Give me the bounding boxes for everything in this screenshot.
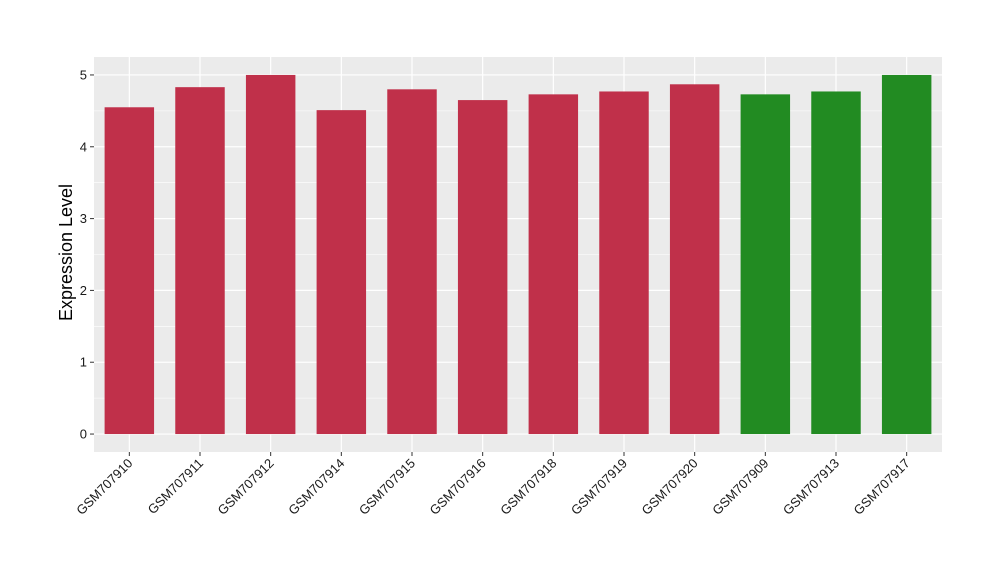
bar-GSM707914 <box>316 110 367 435</box>
y-tick-label: 1 <box>80 355 87 370</box>
y-axis: 0 1 2 3 4 5 <box>80 67 94 442</box>
y-axis-title: Expression Level <box>56 184 76 321</box>
bar-GSM707918 <box>528 94 579 435</box>
y-tick-label: 2 <box>80 283 87 298</box>
bars <box>104 74 932 435</box>
bar-GSM707913 <box>811 91 861 435</box>
x-tick-label: GSM707909 <box>709 456 771 518</box>
y-tick-label: 3 <box>80 211 87 226</box>
y-tick-label: 0 <box>80 427 87 442</box>
bar-GSM707920 <box>669 84 720 435</box>
x-tick-label: GSM707916 <box>427 456 489 518</box>
y-tick-label: 4 <box>80 139 87 154</box>
bar-GSM707917 <box>881 74 932 435</box>
x-tick-label: GSM707913 <box>780 456 842 518</box>
x-tick-label: GSM707918 <box>497 456 559 518</box>
x-tick-label: GSM707912 <box>215 456 277 518</box>
y-tick-label: 5 <box>80 67 87 82</box>
bar-GSM707910 <box>104 107 155 435</box>
x-tick-label: GSM707915 <box>356 456 418 518</box>
x-tick-label: GSM707914 <box>285 456 347 518</box>
bar-GSM707915 <box>387 89 437 435</box>
x-tick-label: GSM707917 <box>851 456 913 518</box>
x-axis: GSM707910 GSM707911 GSM707912 GSM707914 GSM7… <box>73 452 913 518</box>
x-tick-label: GSM707911 <box>145 456 207 518</box>
bar-GSM707916 <box>457 100 508 435</box>
bar-GSM707909 <box>740 94 791 435</box>
x-tick-label: GSM707920 <box>639 456 701 518</box>
bar-GSM707919 <box>599 91 649 435</box>
x-tick-label: GSM707910 <box>73 456 135 518</box>
x-tick-label: GSM707919 <box>568 456 630 518</box>
bar-GSM707911 <box>175 87 225 435</box>
bar-GSM707912 <box>245 74 296 435</box>
